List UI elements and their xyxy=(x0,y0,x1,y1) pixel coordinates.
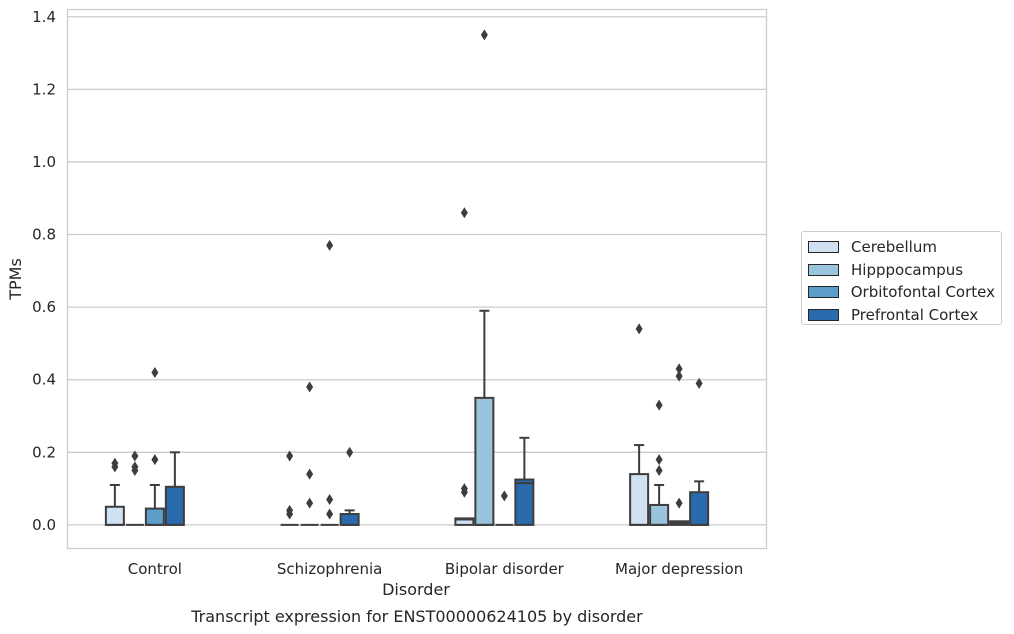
box xyxy=(514,478,535,526)
box xyxy=(339,513,360,526)
y-tick-label: 1.2 xyxy=(32,80,56,98)
legend-label: Cerebellum xyxy=(851,238,937,257)
outlier-point xyxy=(675,370,683,382)
y-tick-label: 1.4 xyxy=(32,8,56,26)
gridlines xyxy=(67,16,767,526)
outlier-point xyxy=(306,381,314,393)
box-hipppocampus xyxy=(300,381,319,526)
legend-swatch xyxy=(808,241,839,254)
outlier-point xyxy=(480,29,488,41)
box-hipppocampus xyxy=(649,399,670,526)
legend-item: Cerebellum xyxy=(808,236,995,259)
outlier-point xyxy=(111,457,119,469)
box-cerebellum xyxy=(104,457,125,526)
outlier-point xyxy=(151,366,159,378)
legend-label: Hipppocampus xyxy=(851,260,964,279)
box-cerebellum xyxy=(629,323,650,526)
legend-item: Hipppocampus xyxy=(808,259,995,282)
x-axis-title: Disorder xyxy=(382,580,450,599)
y-tick-label: 0.0 xyxy=(32,516,56,534)
y-axis-title: TPMs xyxy=(6,258,25,301)
outlier-point xyxy=(655,464,663,476)
chart-title: Transcript expression for ENST0000062410… xyxy=(190,607,643,626)
box-prefrontal-cortex xyxy=(339,446,360,526)
outlier-point xyxy=(326,239,334,251)
box-cerebellum xyxy=(454,207,475,526)
box-hipppocampus xyxy=(474,29,495,526)
box xyxy=(689,491,710,526)
legend-item: Orbitofontal Cortex xyxy=(808,281,995,304)
box-series xyxy=(104,29,710,526)
plot-frame xyxy=(66,8,768,550)
box-orbitofontal-cortex xyxy=(144,366,165,526)
outlier-point xyxy=(675,363,683,375)
legend-label: Prefrontal Cortex xyxy=(851,305,979,324)
outlier-point xyxy=(131,450,139,462)
outlier-point xyxy=(460,207,468,219)
y-axis-ticks: 0.0 0.2 0.4 0.6 0.8 1.0 1.2 1.4 xyxy=(32,8,56,534)
legend-swatch xyxy=(808,286,839,299)
legend-swatch xyxy=(808,308,839,321)
box xyxy=(144,507,165,526)
box-prefrontal-cortex xyxy=(689,377,710,526)
outlier-point xyxy=(306,497,314,509)
box xyxy=(629,473,650,526)
outlier-point xyxy=(346,446,354,458)
outlier-point xyxy=(635,323,643,335)
box-orbitofontal-cortex xyxy=(320,239,339,526)
legend-item: Prefrontal Cortex xyxy=(808,304,995,327)
outlier-point xyxy=(151,454,159,466)
outlier-point xyxy=(675,497,683,509)
outlier-point xyxy=(695,377,703,389)
y-tick-label: 0.6 xyxy=(32,298,56,316)
box-prefrontal-cortex xyxy=(514,436,535,526)
box xyxy=(649,503,670,526)
box-prefrontal-cortex xyxy=(164,451,185,526)
legend: Cerebellum Hipppocampus Orbitofontal Corte… xyxy=(801,231,1002,325)
legend-label: Orbitofontal Cortex xyxy=(850,283,995,302)
outlier-point xyxy=(326,494,334,505)
x-axis-ticks: Control Schizophrenia Bipolar disorder Majo… xyxy=(128,560,743,578)
outlier-point xyxy=(286,450,294,462)
x-tick-label: Bipolar disorder xyxy=(445,560,565,578)
outlier-point xyxy=(286,504,294,516)
box-cerebellum xyxy=(280,450,299,526)
outlier-point xyxy=(655,399,663,411)
outlier-point xyxy=(131,461,139,473)
legend-swatch xyxy=(808,263,839,276)
outlier-point xyxy=(500,490,508,502)
box-hipppocampus xyxy=(125,450,144,526)
x-tick-label: Control xyxy=(128,560,182,578)
y-tick-label: 0.4 xyxy=(32,371,56,389)
x-tick-label: Schizophrenia xyxy=(277,560,382,578)
box xyxy=(104,505,125,526)
y-tick-label: 1.0 xyxy=(32,153,56,171)
x-tick-label: Major depression xyxy=(615,560,743,578)
outlier-point xyxy=(306,468,314,480)
outlier-point xyxy=(655,454,663,466)
outlier-point xyxy=(326,508,334,520)
box xyxy=(164,485,185,526)
box-orbitofontal-cortex xyxy=(495,490,514,526)
outlier-point xyxy=(460,483,468,495)
y-tick-label: 0.2 xyxy=(32,443,56,461)
box xyxy=(474,396,495,526)
box-orbitofontal-cortex xyxy=(669,363,690,526)
y-tick-label: 0.8 xyxy=(32,226,56,244)
box xyxy=(454,517,475,526)
